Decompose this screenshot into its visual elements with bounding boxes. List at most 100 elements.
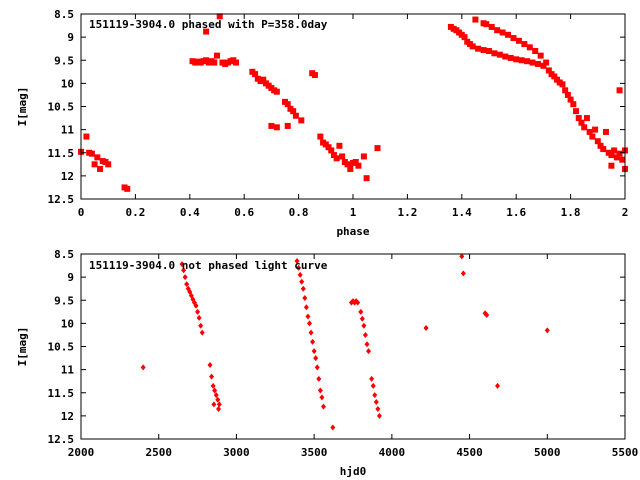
y-tick-label: 12.5: [48, 193, 75, 206]
data-point: [575, 115, 582, 122]
data-point: [292, 112, 299, 119]
y-axis-label: I[mag]: [16, 87, 29, 127]
data-point: [339, 153, 346, 160]
data-point: [562, 87, 569, 94]
data-point: [290, 108, 297, 115]
data-point: [300, 285, 306, 292]
data-point: [211, 59, 218, 66]
x-tick-label: 2500: [145, 446, 172, 459]
data-point: [526, 44, 533, 51]
data-point: [311, 348, 317, 355]
data-point: [373, 399, 379, 405]
data-point: [483, 21, 490, 28]
data-point: [213, 392, 219, 399]
y-tick-label: 12: [61, 170, 74, 183]
data-point: [480, 47, 487, 54]
data-point: [314, 364, 320, 371]
phased-data-points: [78, 13, 628, 192]
x-tick-label: 2000: [68, 446, 95, 459]
data-point: [298, 117, 305, 124]
x-axis-label: hjd0: [340, 465, 367, 478]
data-point: [320, 403, 326, 410]
data-point: [196, 314, 202, 321]
y-tick-label: 8.5: [54, 248, 74, 261]
data-point: [594, 138, 601, 145]
data-point: [330, 424, 336, 431]
data-point: [316, 375, 322, 382]
data-point: [319, 394, 325, 401]
data-point: [589, 133, 596, 140]
data-point: [311, 72, 318, 79]
data-point: [491, 50, 498, 57]
data-point: [537, 52, 544, 59]
y-tick-label: 9: [67, 31, 74, 44]
data-point: [184, 281, 190, 288]
x-tick-label: 1: [350, 206, 357, 219]
data-point: [611, 147, 618, 154]
data-point: [297, 271, 303, 278]
data-point: [296, 264, 302, 271]
data-point: [559, 81, 566, 88]
data-point: [534, 60, 541, 67]
data-point: [91, 161, 98, 168]
data-point: [302, 294, 308, 301]
y-tick-label: 10.5: [48, 101, 75, 114]
data-point: [592, 126, 599, 133]
data-point: [140, 364, 146, 371]
data-point: [459, 253, 465, 260]
data-point: [294, 257, 300, 264]
data-point: [212, 387, 218, 394]
y-tick-label: 10: [61, 317, 74, 330]
data-point: [182, 274, 188, 281]
unphased-light-curve-panel: 2000 2500 3000 3500 4000 4500 5000 5500 8.5 9 9.5…: [16, 248, 638, 478]
data-point: [544, 327, 550, 334]
data-point: [336, 142, 343, 149]
data-point: [600, 146, 607, 153]
phased-light-curve-panel: 0 0.2 0.4 0.6 0.8 1 1.2 1.4 1.6 1.8 2 8.5 9 9.5 10 10.…: [16, 8, 628, 238]
data-point: [83, 133, 90, 140]
data-point: [317, 133, 324, 140]
data-point: [540, 62, 547, 69]
data-point: [333, 155, 340, 162]
data-point: [330, 152, 337, 159]
data-point: [181, 267, 187, 274]
data-point: [198, 322, 204, 329]
y-axis-ticks: 8.5 9 9.5 10 10.5 11 11.5 12 12.5: [48, 248, 625, 446]
x-tick-label: 1.4: [452, 206, 472, 219]
data-point: [461, 34, 468, 41]
data-point: [543, 59, 550, 66]
data-point: [310, 338, 316, 345]
x-tick-label: 0.8: [289, 206, 309, 219]
unphased-data-points: [140, 253, 550, 431]
data-point: [260, 76, 267, 83]
data-point: [361, 322, 367, 329]
x-tick-label: 3500: [301, 446, 328, 459]
data-point: [608, 162, 615, 169]
data-point: [475, 45, 482, 52]
x-tick-label: 0.4: [180, 206, 200, 219]
data-point: [273, 124, 280, 131]
data-point: [460, 270, 466, 277]
data-point: [325, 144, 332, 151]
y-tick-label: 11: [61, 364, 75, 377]
data-point: [233, 59, 240, 66]
x-tick-label: 5500: [612, 446, 639, 459]
data-point: [284, 101, 291, 108]
x-tick-label: 5000: [534, 446, 561, 459]
y-tick-label: 12: [61, 410, 74, 423]
data-point: [284, 122, 291, 129]
x-tick-label: 2: [622, 206, 629, 219]
data-point: [374, 145, 381, 152]
data-point: [513, 56, 520, 63]
y-tick-label: 12.5: [48, 433, 75, 446]
data-point: [364, 341, 370, 348]
data-point: [616, 87, 623, 94]
data-point: [597, 142, 604, 149]
y-tick-label: 9: [67, 271, 74, 284]
data-point: [268, 122, 275, 129]
y-tick-label: 11: [61, 124, 75, 137]
x-tick-label: 1.2: [397, 206, 417, 219]
data-point: [313, 355, 319, 362]
data-point: [616, 150, 623, 157]
data-point: [355, 299, 361, 306]
